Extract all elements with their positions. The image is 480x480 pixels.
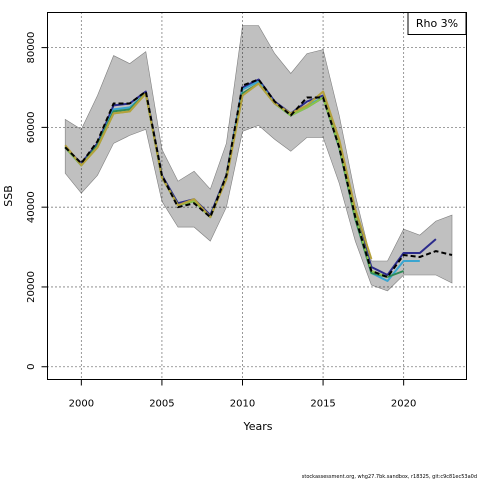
y-axis-title: SSB — [2, 185, 15, 207]
x-axis-title: Years — [242, 420, 272, 433]
series-layer — [64, 78, 453, 282]
legend: Rho 3% — [407, 12, 467, 35]
y-axis: 0 20000 40000 60000 80000 — [26, 32, 48, 370]
legend-text: Rho 3% — [416, 17, 458, 30]
x-tick-label: 2000 — [69, 399, 94, 410]
x-tick-label: 2015 — [310, 399, 335, 410]
x-tick-label: 2010 — [230, 399, 255, 410]
confidence-band — [64, 25, 453, 292]
y-tick-label: 40000 — [26, 191, 37, 223]
x-tick-label: 2005 — [149, 399, 174, 410]
x-tick-label: 2020 — [391, 399, 416, 410]
plot-frame — [47, 12, 467, 380]
confidence-band-layer — [64, 25, 453, 292]
y-tick-label: 60000 — [26, 111, 37, 143]
y-tick-label: 0 — [26, 364, 37, 370]
legend-box — [407, 12, 467, 35]
x-axis: 2000 2005 2010 2015 2020 — [69, 379, 416, 410]
series-line-6 — [64, 78, 453, 278]
y-tick-label: 20000 — [26, 271, 37, 303]
y-tick-label: 80000 — [26, 32, 37, 64]
footer-text: stockassessment.org, whg27.7bk.sandbox, … — [302, 474, 477, 480]
